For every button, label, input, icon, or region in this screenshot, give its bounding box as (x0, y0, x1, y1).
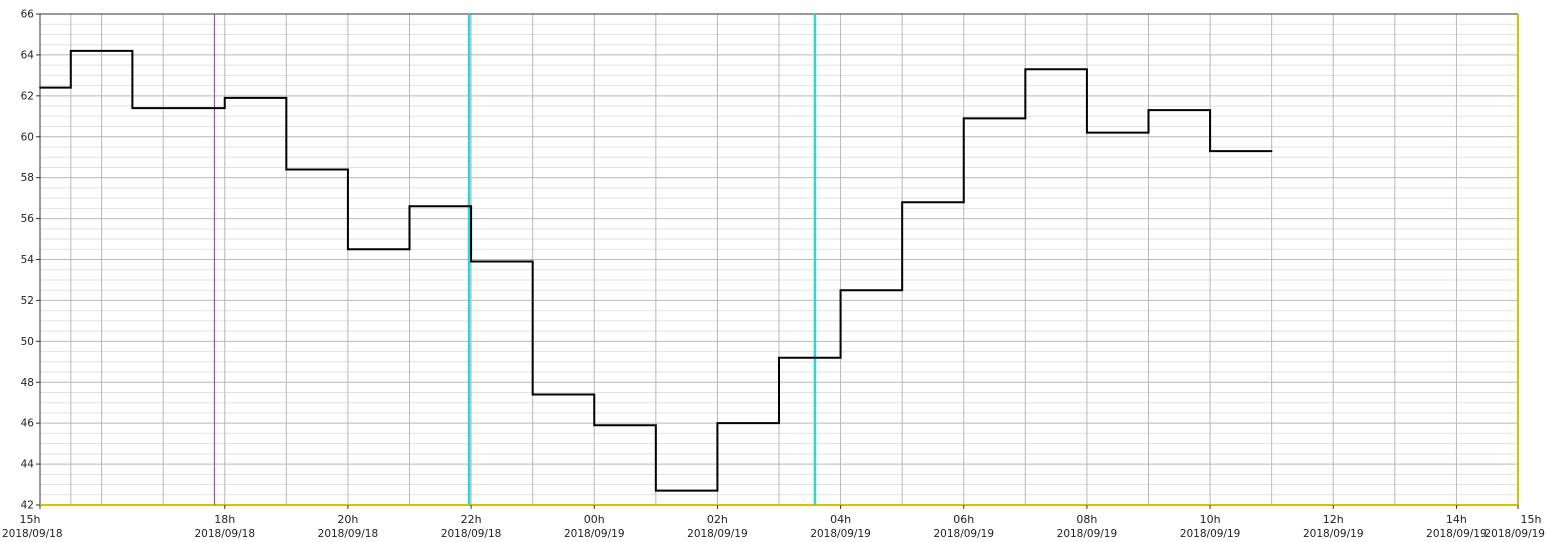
x-tick-label-time: 22h (461, 513, 482, 526)
y-tick-label: 52 (21, 295, 34, 307)
data-point (1086, 131, 1088, 134)
data-point (716, 422, 719, 424)
data-point (408, 205, 411, 208)
data-point (839, 289, 842, 291)
data-point (285, 168, 288, 171)
y-tick-label: 44 (21, 459, 35, 471)
x-tick-label-date: 2018/09/19 (1057, 528, 1118, 540)
series-step-line (40, 49, 1272, 492)
x-tick-label-date: 2018/09/19 (1426, 528, 1487, 540)
y-tick-label: 60 (21, 131, 34, 143)
x-tick-label-date: 2018/09/18 (318, 528, 379, 540)
y-tick-label: 62 (21, 90, 34, 102)
x-tick-label-date: 2018/09/18 (441, 528, 502, 540)
data-point (1147, 109, 1150, 111)
data-point (531, 393, 534, 396)
x-tick-label-date: 2018/09/19 (1484, 528, 1545, 540)
x-tick-label-date: 2018/09/18 (2, 528, 63, 540)
data-point (962, 117, 965, 120)
data-point (901, 201, 903, 204)
data-point (223, 97, 226, 99)
data-point (778, 356, 780, 359)
x-tick-label-time: 15h (20, 513, 41, 526)
x-tick-label-time: 08h (1076, 513, 1097, 526)
y-tick-label: 50 (21, 336, 34, 348)
x-tick-label-time: 18h (214, 513, 235, 526)
x-tick-label-time: 14h (1446, 513, 1467, 526)
x-tick-label-time: 15h (1521, 513, 1542, 526)
x-tick-label-time: 20h (337, 513, 358, 526)
x-tick-label-date: 2018/09/18 (194, 528, 255, 540)
x-tick-label-date: 2018/09/19 (810, 528, 871, 540)
x-tick-label-time: 12h (1323, 513, 1344, 526)
x-tick-label-date: 2018/09/19 (1180, 528, 1241, 540)
y-tick-label: 56 (21, 213, 35, 225)
x-tick-label-date: 2018/09/19 (933, 528, 994, 540)
x-tick-label-date: 2018/09/19 (564, 528, 625, 540)
data-point (131, 107, 134, 109)
y-tick-label: 64 (21, 49, 35, 61)
data-point (655, 489, 657, 492)
x-tick-label-date: 2018/09/19 (687, 528, 748, 540)
data-point (470, 260, 472, 263)
x-tick-label-time: 06h (953, 513, 974, 526)
data-point (593, 424, 596, 427)
data-point (1270, 150, 1273, 152)
y-tick-label: 48 (21, 377, 34, 389)
x-tick-label-date: 2018/09/19 (1303, 528, 1364, 540)
y-tick-label: 66 (21, 9, 35, 21)
y-tick-label: 46 (21, 418, 35, 430)
data-point (1024, 68, 1027, 71)
data-point (39, 86, 41, 89)
data-point (1209, 150, 1211, 152)
y-tick-label: 42 (21, 500, 34, 512)
x-tick-label-time: 10h (1200, 513, 1221, 526)
x-tick-label-time: 00h (584, 513, 605, 526)
y-tick-label: 58 (21, 172, 34, 184)
x-tick-label-time: 04h (830, 513, 851, 526)
data-point (69, 50, 72, 52)
x-tick-label-time: 02h (707, 513, 728, 526)
data-point (347, 248, 349, 251)
y-tick-label: 54 (21, 254, 35, 266)
